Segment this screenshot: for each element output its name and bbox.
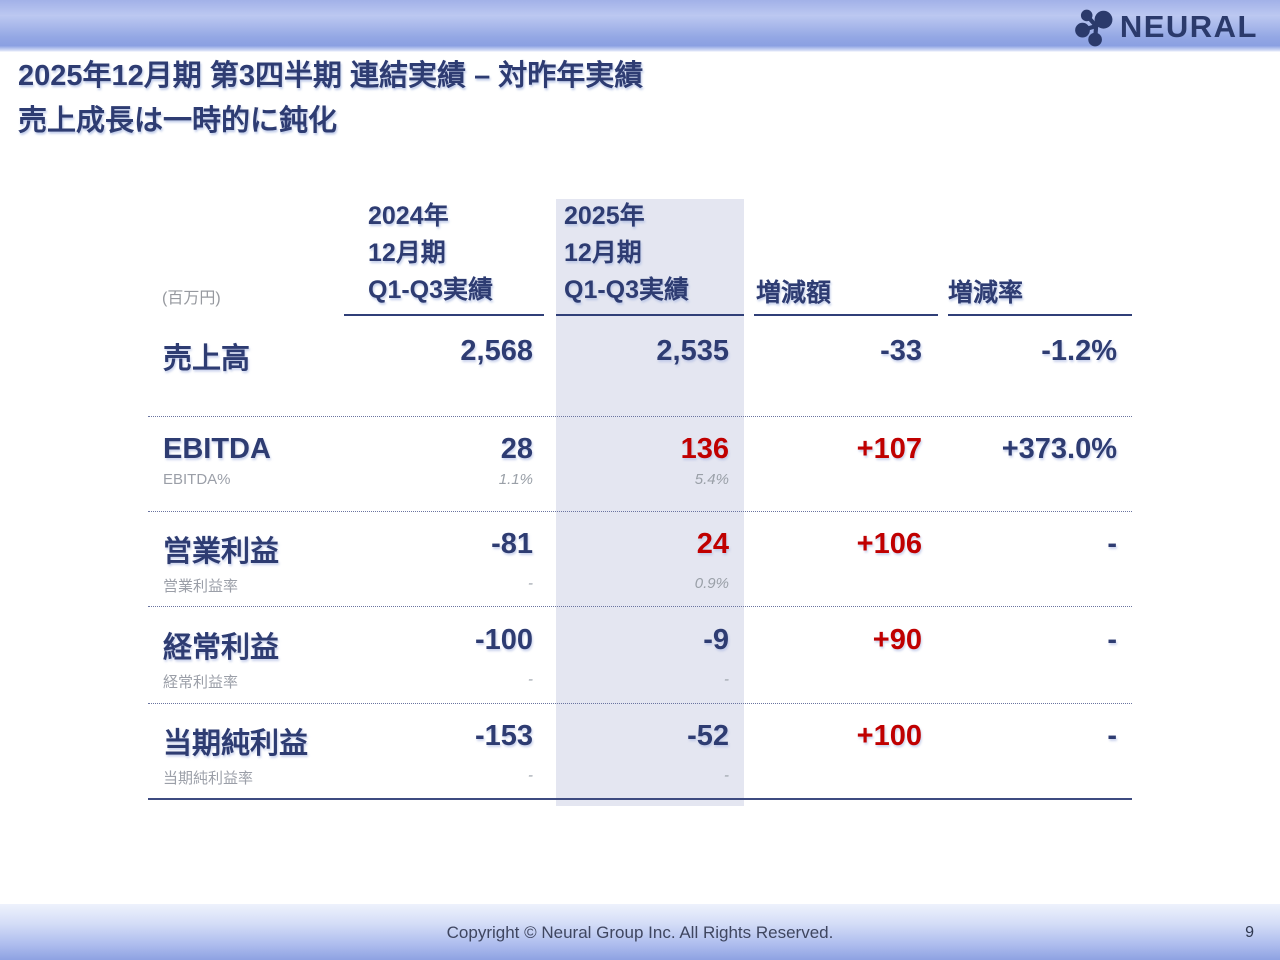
value-diff: +106 <box>856 528 922 560</box>
results-table: (百万円) 2024年 12月期 Q1-Q3実績 2025年 12月期 Q1-Q… <box>148 197 1132 806</box>
row-separator <box>148 416 1132 417</box>
subvalue-2024: 1.1% <box>498 471 533 488</box>
subrow-label: 営業利益率 <box>163 578 239 595</box>
row-label: 売上高 <box>163 343 251 375</box>
table-header-row: (百万円) 2024年 12月期 Q1-Q3実績 2025年 12月期 Q1-Q… <box>148 197 1132 316</box>
table-bottom-border <box>148 798 1132 800</box>
value-rate: +373.0% <box>1001 433 1117 465</box>
value-2024: -100 <box>474 624 533 656</box>
row-separator <box>148 511 1132 512</box>
value-2025: -52 <box>687 720 729 752</box>
value-diff: -33 <box>880 335 922 367</box>
logo-wordmark: NEURAL <box>1119 9 1258 44</box>
row-label: 営業利益 <box>163 536 280 568</box>
header-2025: 2025年 12月期 Q1-Q3実績 <box>556 197 744 316</box>
value-2024: 2,568 <box>460 335 533 367</box>
title-line-1: 2025年12月期 第3四半期 連結実績 – 対昨年実績 <box>18 60 644 92</box>
header-rate: 増減率 <box>948 197 1132 316</box>
title-line-2: 売上成長は一時的に鈍化 <box>18 105 338 137</box>
row-label: 経常利益 <box>163 632 280 664</box>
highlight-column-band <box>556 199 744 806</box>
copyright-text: Copyright © Neural Group Inc. All Rights… <box>446 923 834 942</box>
row-label: EBITDA <box>163 433 271 465</box>
table-row-ebitda: EBITDA 28 136 +107 +373.0% EBITDA% 1.1% … <box>148 417 1132 511</box>
row-separator <box>148 606 1132 607</box>
header-2024: 2024年 12月期 Q1-Q3実績 <box>344 197 544 316</box>
slide-title: 2025年12月期 第3四半期 連結実績 – 対昨年実績 売上成長は一時的に鈍化 <box>18 54 643 144</box>
table-row-ordinary-profit: 経常利益 -100 -9 +90 - 経常利益率 - - <box>148 607 1132 703</box>
subrow-label: 当期純利益率 <box>163 770 254 787</box>
row-separator <box>148 703 1132 704</box>
value-2025: 2,535 <box>656 335 729 367</box>
subvalue-2025: 5.4% <box>694 471 729 488</box>
value-rate: -1.2% <box>1041 335 1117 367</box>
subvalue-2025: - <box>724 671 729 688</box>
value-rate: - <box>1107 720 1117 752</box>
value-rate: - <box>1107 528 1117 560</box>
subvalue-2024: - <box>528 575 533 592</box>
subvalue-2025: - <box>724 767 729 784</box>
subvalue-2025: 0.9% <box>694 575 729 592</box>
unit-label: (百万円) <box>162 290 221 307</box>
header-bar: NEURAL <box>0 0 1280 52</box>
value-rate: - <box>1107 624 1117 656</box>
value-2024: -81 <box>491 528 533 560</box>
header-diff: 増減額 <box>754 197 938 316</box>
subvalue-2024: - <box>528 767 533 784</box>
value-2025: -9 <box>703 624 729 656</box>
subvalue-2024: - <box>528 671 533 688</box>
value-diff: +90 <box>872 624 922 656</box>
value-2024: 28 <box>500 433 533 465</box>
value-2025: 136 <box>680 433 729 465</box>
unit-label-cell: (百万円) <box>148 197 344 316</box>
table-row-sales: 売上高 2,568 2,535 -33 -1.2% <box>148 316 1132 416</box>
footer-bar: Copyright © Neural Group Inc. All Rights… <box>0 904 1280 960</box>
neural-logo: NEURAL <box>1073 5 1258 49</box>
value-2025: 24 <box>696 528 729 560</box>
row-label: 当期純利益 <box>163 728 309 760</box>
value-2024: -153 <box>474 720 533 752</box>
molecule-icon <box>1074 9 1113 47</box>
table-row-net-income: 当期純利益 -153 -52 +100 - 当期純利益率 - - <box>148 704 1132 798</box>
value-diff: +100 <box>856 720 922 752</box>
subrow-label: EBITDA% <box>163 471 231 488</box>
subrow-label: 経常利益率 <box>163 674 239 691</box>
value-diff: +107 <box>856 433 922 465</box>
page-number: 9 <box>1245 924 1254 941</box>
table-row-operating-profit: 営業利益 -81 24 +106 - 営業利益率 - 0.9% <box>148 512 1132 606</box>
